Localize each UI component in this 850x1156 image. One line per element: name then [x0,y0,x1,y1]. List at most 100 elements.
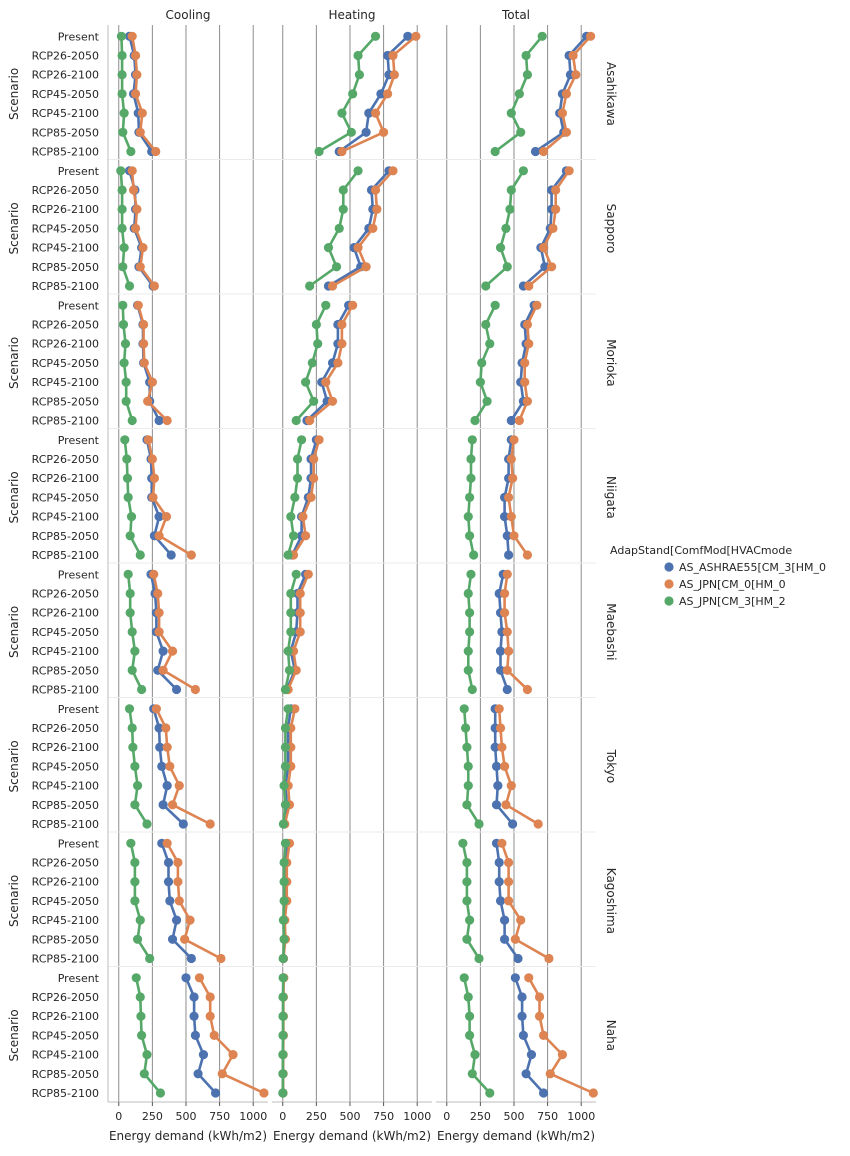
x-tick-cooling-1000: 1000 [239,1110,267,1123]
point-asahikawa-cooling-as-jpn-cm-0-hm-0-rcp26-2050 [131,51,140,60]
x-tick-cooling-750: 750 [209,1110,230,1123]
point-asahikawa-total-as-jpn-cm-3-hm-2-rcp85-2050 [516,128,525,137]
y-tick-morioka-rcp45-2050: RCP45-2050 [32,357,99,370]
point-maebashi-cooling-as-jpn-cm-0-hm-0-rcp85-2050 [159,666,168,675]
y-tick-sapporo-rcp26-2100: RCP26-2100 [32,203,99,216]
point-naha-cooling-as-jpn-cm-3-hm-2-rcp85-2100 [156,1088,165,1097]
y-tick-asahikawa-present: Present [58,30,100,43]
point-morioka-heating-as-jpn-cm-3-hm-2-rcp45-2050 [308,358,317,367]
point-asahikawa-total-as-jpn-cm-3-hm-2-rcp26-2050 [521,51,530,60]
point-asahikawa-heating-as-jpn-cm-3-hm-2-rcp26-2100 [355,70,364,79]
point-naha-cooling-as-jpn-cm-0-hm-0-rcp45-2050 [210,1031,219,1040]
y-tick-kagoshima-rcp85-2100: RCP85-2100 [32,953,99,966]
point-sapporo-cooling-as-jpn-cm-0-hm-0-present [128,166,137,175]
y-tick-niigata-rcp45-2100: RCP45-2100 [32,511,99,524]
point-sapporo-heating-as-jpn-cm-3-hm-2-rcp45-2100 [324,243,333,252]
point-asahikawa-heating-as-jpn-cm-3-hm-2-rcp26-2050 [353,51,362,60]
point-kagoshima-total-as-jpn-cm-0-hm-0-rcp45-2100 [516,916,525,925]
point-kagoshima-total-as-jpn-cm-0-hm-0-rcp26-2100 [504,877,513,886]
y-tick-asahikawa-rcp26-2100: RCP26-2100 [32,69,99,82]
point-sapporo-total-as-jpn-cm-3-hm-2-rcp26-2050 [507,185,516,194]
point-asahikawa-cooling-as-jpn-cm-3-hm-2-rcp85-2050 [118,128,127,137]
y-tick-asahikawa-rcp45-2100: RCP45-2100 [32,107,99,120]
point-naha-cooling-as-ashrae55-cm-3-hm-0-rcp26-2100 [189,1012,198,1021]
y-tick-kagoshima-rcp26-2050: RCP26-2050 [32,857,99,870]
point-naha-total-as-jpn-cm-0-hm-0-rcp85-2100 [589,1088,598,1097]
point-naha-cooling-as-jpn-cm-3-hm-2-present [132,973,141,982]
point-naha-total-as-jpn-cm-0-hm-0-rcp45-2050 [539,1031,548,1040]
point-maebashi-total-as-jpn-cm-3-hm-2-rcp45-2100 [464,647,473,656]
point-morioka-cooling-as-jpn-cm-3-hm-2-rcp85-2100 [128,416,137,425]
row-title-sapporo: Sapporo [604,204,618,254]
point-sapporo-cooling-as-jpn-cm-0-hm-0-rcp85-2050 [136,262,145,271]
row-title-maebashi: Maebashi [604,603,618,660]
x-tick-heating-750: 750 [373,1110,394,1123]
point-niigata-total-as-jpn-cm-3-hm-2-rcp45-2100 [464,512,473,521]
x-tick-total-750: 750 [537,1110,558,1123]
point-tokyo-cooling-as-jpn-cm-0-hm-0-rcp45-2100 [175,781,184,790]
point-morioka-total-as-jpn-cm-3-hm-2-rcp85-2050 [482,397,491,406]
y-tick-maebashi-present: Present [58,568,100,581]
point-niigata-heating-as-jpn-cm-3-hm-2-present [297,435,306,444]
point-niigata-total-as-jpn-cm-0-hm-0-rcp85-2050 [509,531,518,540]
point-morioka-heating-as-jpn-cm-3-hm-2-rcp45-2100 [301,378,310,387]
point-sapporo-cooling-as-jpn-cm-0-hm-0-rcp26-2050 [129,185,138,194]
y-tick-naha-rcp26-2050: RCP26-2050 [32,991,99,1004]
point-kagoshima-heating-as-jpn-cm-3-hm-2-rcp85-2100 [279,954,288,963]
point-naha-total-as-ashrae55-cm-3-hm-0-rcp85-2100 [539,1088,548,1097]
point-morioka-cooling-as-jpn-cm-0-hm-0-rcp45-2050 [140,358,149,367]
point-maebashi-heating-as-jpn-cm-3-hm-2-rcp85-2100 [281,685,290,694]
y-tick-sapporo-present: Present [58,165,100,178]
x-tick-heating-250: 250 [306,1110,327,1123]
x-tick-total-250: 250 [470,1110,491,1123]
point-niigata-cooling-as-jpn-cm-3-hm-2-present [120,435,129,444]
point-sapporo-total-as-jpn-cm-0-hm-0-rcp26-2100 [551,205,560,214]
point-niigata-total-as-jpn-cm-3-hm-2-rcp26-2100 [466,474,475,483]
point-maebashi-cooling-as-jpn-cm-3-hm-2-rcp45-2100 [130,647,139,656]
y-tick-niigata-rcp26-2100: RCP26-2100 [32,472,99,485]
point-naha-cooling-as-jpn-cm-3-hm-2-rcp45-2050 [137,1031,146,1040]
point-asahikawa-cooling-as-jpn-cm-0-hm-0-rcp45-2100 [138,109,147,118]
y-tick-tokyo-rcp26-2100: RCP26-2100 [32,741,99,754]
point-niigata-cooling-as-ashrae55-cm-3-hm-0-rcp85-2100 [167,550,176,559]
point-maebashi-total-as-jpn-cm-0-hm-0-present [503,570,512,579]
point-maebashi-total-as-jpn-cm-0-hm-0-rcp26-2050 [500,589,509,598]
point-tokyo-cooling-as-jpn-cm-0-hm-0-present [152,704,161,713]
point-tokyo-cooling-as-jpn-cm-3-hm-2-rcp45-2100 [133,781,142,790]
point-maebashi-cooling-as-jpn-cm-0-hm-0-rcp85-2100 [191,685,200,694]
point-kagoshima-total-as-ashrae55-cm-3-hm-0-rcp45-2100 [500,916,509,925]
point-asahikawa-heating-as-jpn-cm-0-hm-0-rcp26-2100 [390,70,399,79]
point-kagoshima-total-as-jpn-cm-3-hm-2-rcp26-2100 [462,877,471,886]
y-tick-niigata-rcp45-2050: RCP45-2050 [32,491,99,504]
point-asahikawa-heating-as-jpn-cm-3-hm-2-rcp45-2050 [348,89,357,98]
point-naha-total-as-jpn-cm-0-hm-0-rcp85-2050 [546,1069,555,1078]
point-maebashi-total-as-jpn-cm-3-hm-2-rcp26-2050 [464,589,473,598]
point-kagoshima-cooling-as-jpn-cm-0-hm-0-rcp85-2100 [216,954,225,963]
point-asahikawa-total-as-jpn-cm-0-hm-0-rcp26-2050 [569,51,578,60]
point-niigata-heating-as-jpn-cm-3-hm-2-rcp45-2100 [286,512,295,521]
point-asahikawa-heating-as-jpn-cm-3-hm-2-present [371,32,380,41]
point-morioka-total-as-jpn-cm-3-hm-2-present [491,301,500,310]
point-maebashi-heating-as-jpn-cm-3-hm-2-present [292,570,301,579]
point-tokyo-heating-as-jpn-cm-3-hm-2-rcp26-2050 [281,723,290,732]
y-axis-title-niigata: Scenario [7,471,21,523]
point-tokyo-cooling-as-jpn-cm-3-hm-2-rcp26-2050 [128,723,137,732]
point-asahikawa-heating-as-jpn-cm-3-hm-2-rcp85-2100 [314,147,323,156]
point-morioka-cooling-as-jpn-cm-3-hm-2-rcp26-2100 [121,339,130,348]
point-niigata-total-as-jpn-cm-3-hm-2-rcp85-2050 [465,531,474,540]
point-tokyo-total-as-ashrae55-cm-3-hm-0-rcp45-2050 [492,762,501,771]
point-sapporo-total-as-jpn-cm-3-hm-2-rcp85-2100 [481,281,490,290]
point-naha-total-as-jpn-cm-3-hm-2-rcp26-2050 [464,992,473,1001]
y-tick-morioka-present: Present [58,299,100,312]
point-kagoshima-total-as-jpn-cm-0-hm-0-present [497,839,506,848]
y-tick-asahikawa-rcp85-2050: RCP85-2050 [32,126,99,139]
point-naha-total-as-jpn-cm-3-hm-2-rcp45-2050 [465,1031,474,1040]
point-naha-total-as-jpn-cm-3-hm-2-rcp85-2050 [468,1069,477,1078]
x-tick-heating-0: 0 [279,1110,286,1123]
y-tick-kagoshima-rcp26-2100: RCP26-2100 [32,876,99,889]
point-naha-total-as-ashrae55-cm-3-hm-0-rcp45-2100 [527,1050,536,1059]
point-sapporo-cooling-as-jpn-cm-0-hm-0-rcp45-2050 [131,224,140,233]
y-axis-title-morioka: Scenario [7,337,21,389]
point-tokyo-cooling-as-ashrae55-cm-3-hm-0-rcp85-2050 [159,800,168,809]
point-morioka-total-as-jpn-cm-3-hm-2-rcp85-2100 [470,416,479,425]
